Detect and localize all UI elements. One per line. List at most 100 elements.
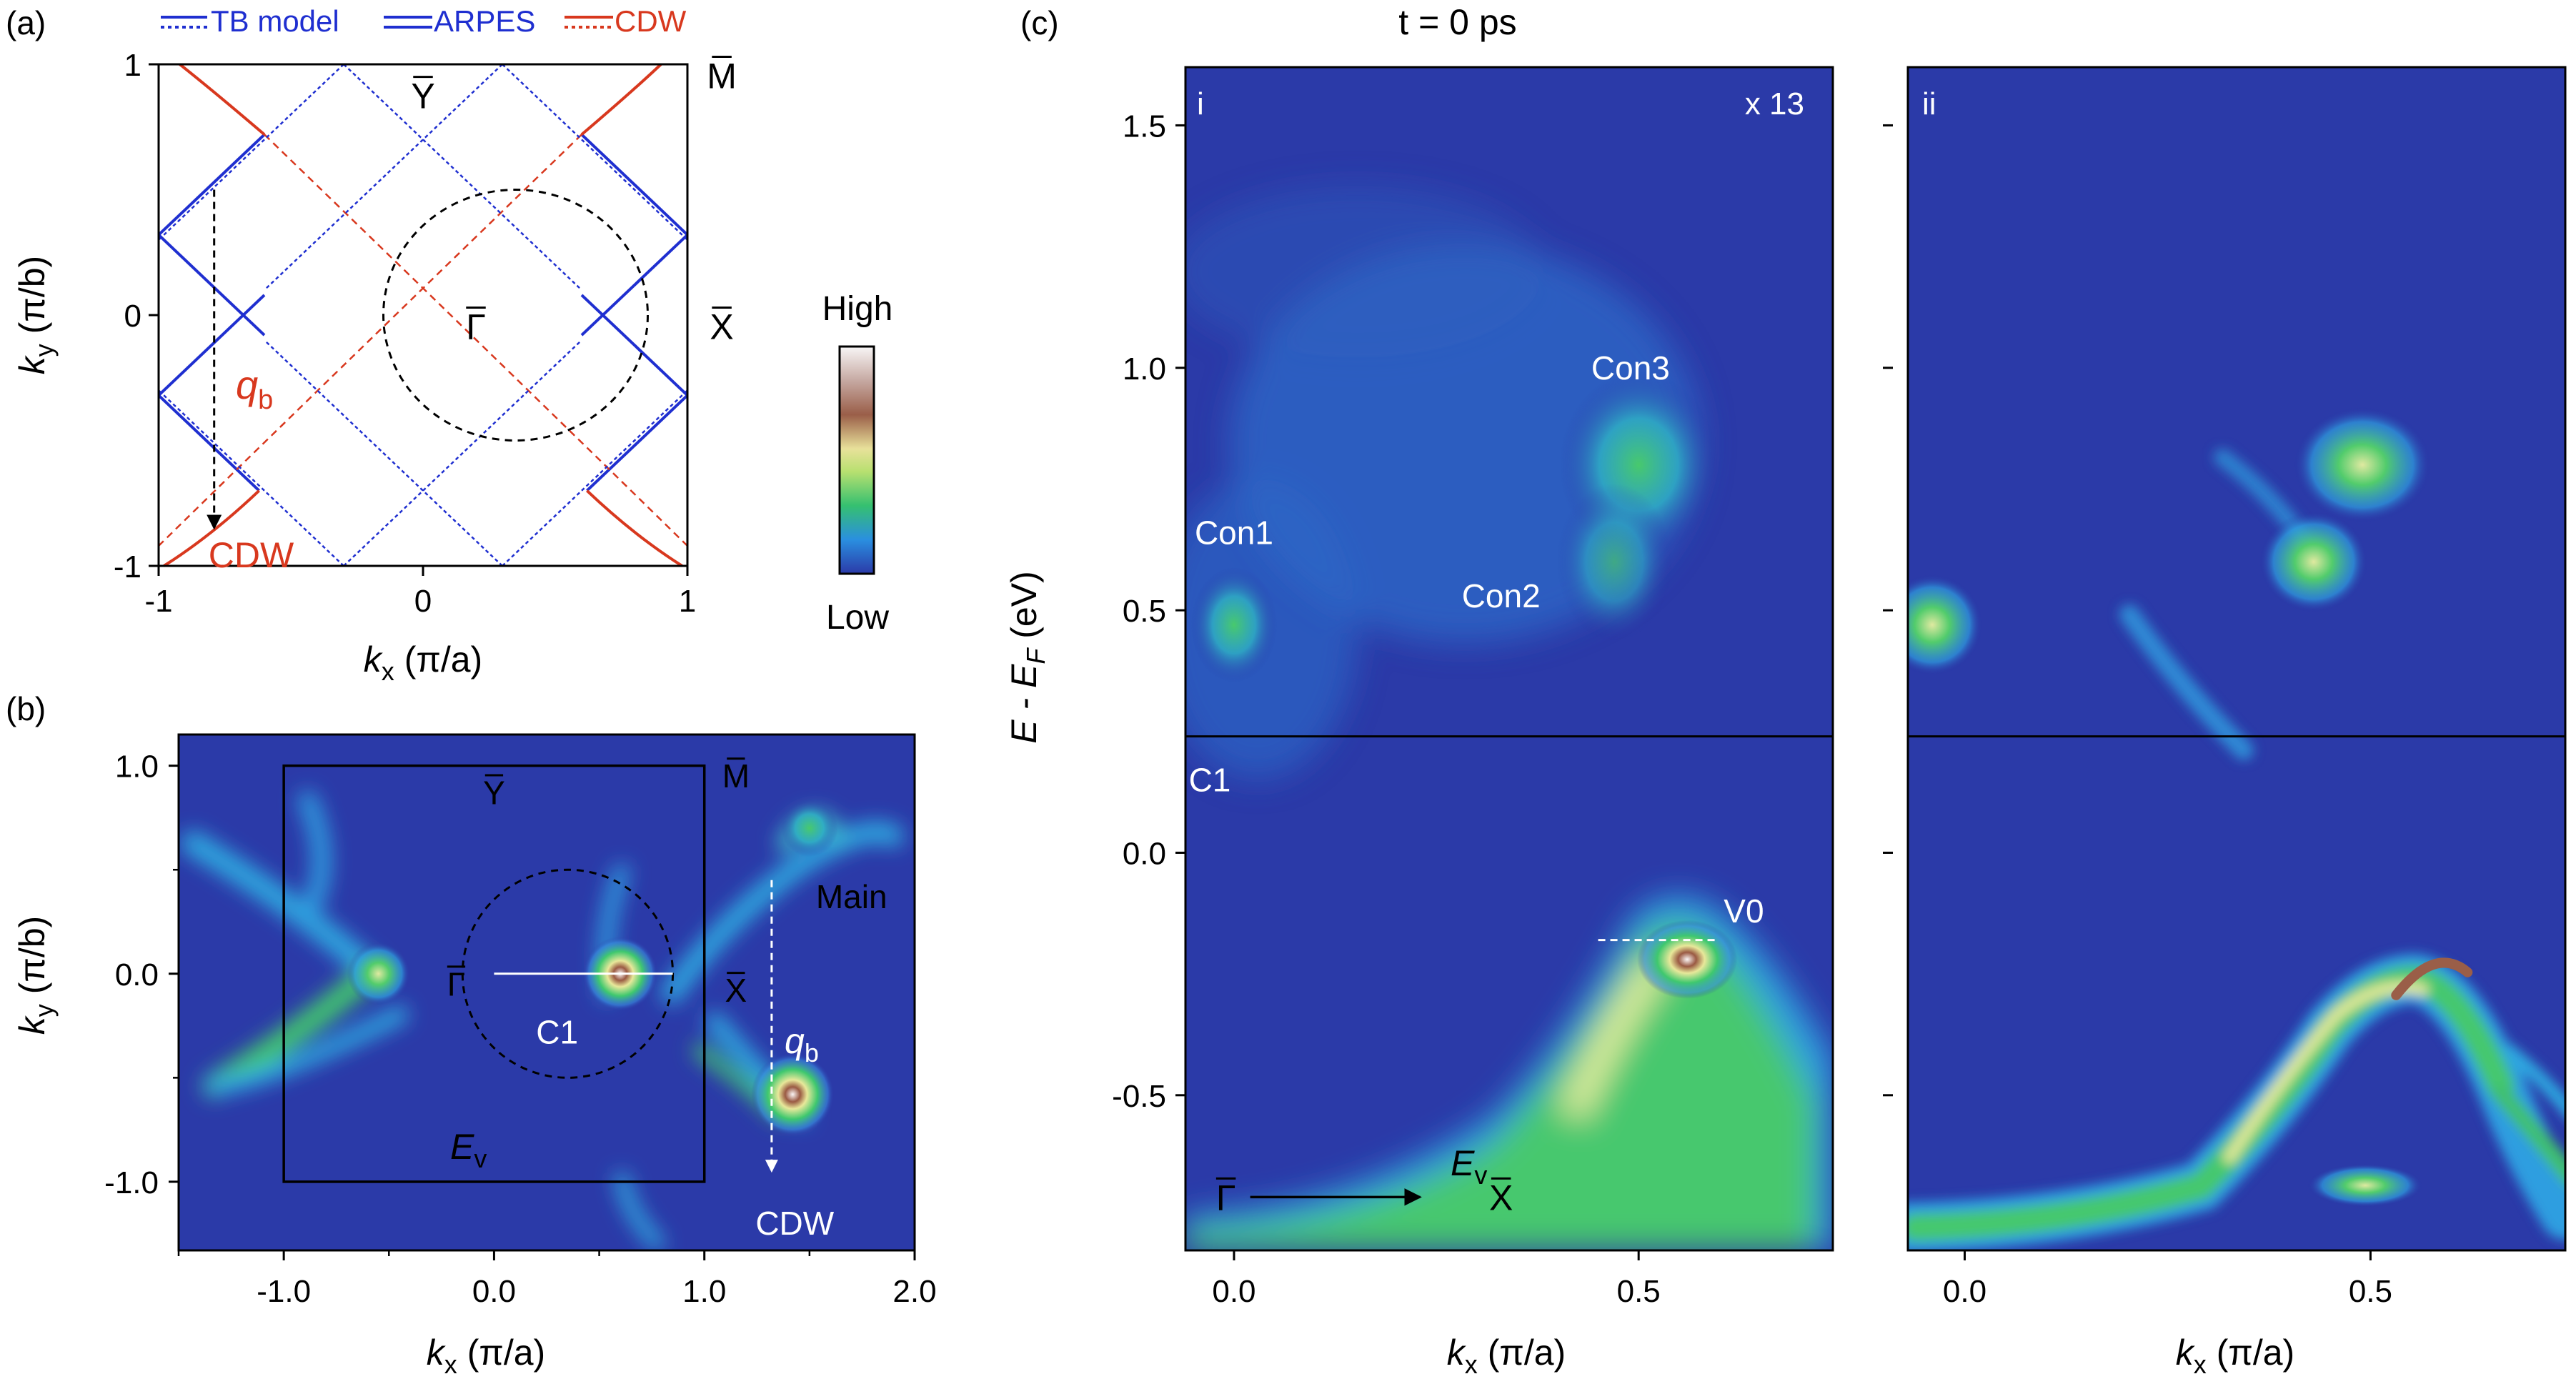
panel-c-i-label-con2: Con2	[1462, 577, 1541, 614]
panel-a-ytick-label: 0	[124, 299, 141, 334]
panel-a-line-tb-model-dotted	[264, 339, 503, 567]
panel-b-ev-label: Ev	[450, 1127, 487, 1173]
panel-c-ii-band	[1908, 965, 2515, 1241]
panel-b-annotation-cdw: CDW	[755, 1205, 834, 1242]
panel-b-annotation-main: Main	[816, 878, 887, 915]
panel-a-xtick-label: 1	[679, 584, 696, 619]
panel-a-ytick-label: 1	[124, 48, 141, 83]
panel-b-ylabel: ky (π/b)	[12, 916, 59, 1035]
panel-c-i-label-con3: Con3	[1591, 349, 1670, 387]
panel-c-ii-band	[2501, 1043, 2565, 1117]
panel-b-annotation-x: X	[725, 972, 747, 1009]
panel-b-band	[181, 831, 384, 984]
panel-a-line-tb-model-dotted	[343, 339, 582, 567]
panel-b-xtick-label: 1.0	[682, 1274, 726, 1309]
panel-a-annotation-cdw: CDW	[209, 535, 294, 575]
panel-a-line-arpes-solid	[157, 133, 266, 237]
legend-tb-model: TB model	[161, 4, 339, 38]
panel-a-annotation-x: X	[710, 307, 733, 347]
panel-b-map	[181, 764, 904, 1250]
panel-c-i-xtick-label: 0.5	[1617, 1274, 1661, 1309]
panel-c-i-scale: x 13	[1745, 86, 1804, 121]
panel-b-brillouin-zone	[282, 764, 706, 1183]
panel-c-ii-bands	[1908, 449, 2565, 1250]
panel-a-line-tb-model-dotted	[343, 64, 582, 291]
panel-b-ytick-label: -1.0	[104, 1165, 159, 1200]
panel-c-ytick-label: 1.5	[1123, 109, 1166, 144]
panel-b-annotation-m: M	[722, 757, 750, 795]
panel-c-direction-to: X	[1489, 1178, 1513, 1218]
panel-b-circle	[461, 868, 675, 1079]
panel-a-label: (a)	[6, 4, 46, 41]
colorbar-bar	[838, 345, 875, 575]
panel-b-label: (b)	[6, 690, 46, 727]
panel-a-line-arpes-solid	[157, 294, 266, 397]
panel-a-line-cdw-solid	[580, 63, 662, 136]
panel-c-ytick-label: -0.5	[1112, 1079, 1166, 1114]
panel-a-annotation-y: Y	[411, 76, 434, 116]
panel-a-line-tb-model-dotted	[502, 389, 688, 567]
panel-a-annotation-m: M	[707, 56, 737, 96]
panel-b-xtick-label: 2.0	[892, 1274, 936, 1309]
panel-b-band	[615, 1172, 665, 1250]
panel-b-frame	[177, 733, 916, 1252]
panel-c-ii-band	[2119, 604, 2254, 760]
panel-a-qb-sub: b	[258, 385, 273, 415]
panel-c-ii-band	[2492, 1084, 2565, 1185]
panel-b-annotation-c1: C1	[536, 1013, 578, 1050]
panel-a-line-cdw-solid	[163, 489, 260, 567]
panel-c-annotations: Con1 Con2 Con3 C1 V0 i x 13 ii	[1189, 86, 1936, 930]
panel-a-line-arpes-solid	[157, 394, 260, 492]
panel-c-i-xlabel: kx (π/a)	[1447, 1333, 1566, 1379]
panel-b-xtick-label: 0.0	[472, 1274, 516, 1309]
panel-c-direction-from: Γ	[1216, 1178, 1236, 1218]
panel-c-ii-feature	[1908, 574, 1983, 675]
legend-cdw: CDW	[565, 4, 687, 38]
legend-tb-label: TB model	[211, 4, 339, 38]
colorbar-low-label: Low	[826, 599, 889, 637]
panel-b-qb-label: qb	[785, 1021, 819, 1067]
panel-c-ii-band-peak	[2391, 957, 2473, 1000]
panel-c-i-haze-shape	[1185, 186, 1543, 357]
panel-b-band	[661, 822, 904, 1004]
panel-a-ylabel: ky (π/b)	[12, 256, 59, 374]
panel-b-ticks: -1.0 0.0 1.0 2.0 1.0 0.0 -1.0	[104, 750, 936, 1309]
colorbar-high-label: High	[822, 290, 893, 328]
panel-c-ii-xtick-label: 0.5	[2349, 1274, 2392, 1309]
legend: TB model ARPES CDW	[161, 4, 687, 38]
panel-c-i-id: i	[1197, 86, 1204, 121]
panel-a-line-tb-model-dotted	[158, 389, 344, 567]
panel-c-i-feature	[1637, 920, 1738, 999]
panel-a-xtick-label: 0	[414, 584, 432, 619]
panel-a-line-arpes-solid	[580, 133, 689, 237]
panel-a-plot-area	[157, 63, 689, 567]
panel-a-line-cdw-solid	[179, 63, 266, 136]
panel-c-ylabel: E - EF (eV)	[1004, 571, 1050, 744]
panel-a-line-cdw-solid	[586, 489, 683, 567]
panel-a-line-cdw-dashed	[264, 134, 688, 547]
panel-c-ii-feature	[2259, 512, 2367, 612]
panel-c-ii-feature	[2294, 407, 2431, 522]
legend-arpes: ARPES	[384, 4, 535, 38]
panel-c-ytick-label: 0.0	[1123, 836, 1166, 871]
panel-c-ytick-label: 1.0	[1123, 352, 1166, 387]
panel-c-i-valence-shape	[1185, 923, 1815, 1250]
panel-a-xlabel: kx (π/a)	[364, 639, 482, 686]
svg-text:qb: qb	[236, 362, 273, 415]
panel-a-line-arpes-solid	[586, 394, 689, 492]
panel-b: (b) -1.0 0.0 1.0 2.01.00.0-1.0 Y MΓ XM	[6, 690, 937, 1379]
panel-a-annotations: Y M X Γ CDW	[209, 56, 737, 575]
panel-c-ev-label: Ev	[1451, 1143, 1487, 1190]
panel-c-ii-band	[2223, 980, 2429, 1164]
panel-b-xtick-label: -1.0	[257, 1274, 311, 1309]
panel-a-xtick-label: -1	[144, 584, 172, 619]
legend-cdw-label: CDW	[615, 4, 687, 38]
panel-c-ii-feature-low	[2308, 1164, 2422, 1207]
panel-a-line-cdw-dashed	[158, 134, 582, 547]
panel-b-feature	[780, 800, 838, 857]
panel-c-title: t = 0 ps	[1398, 2, 1516, 42]
panel-b-annotation-γ: Γ	[447, 965, 465, 1002]
